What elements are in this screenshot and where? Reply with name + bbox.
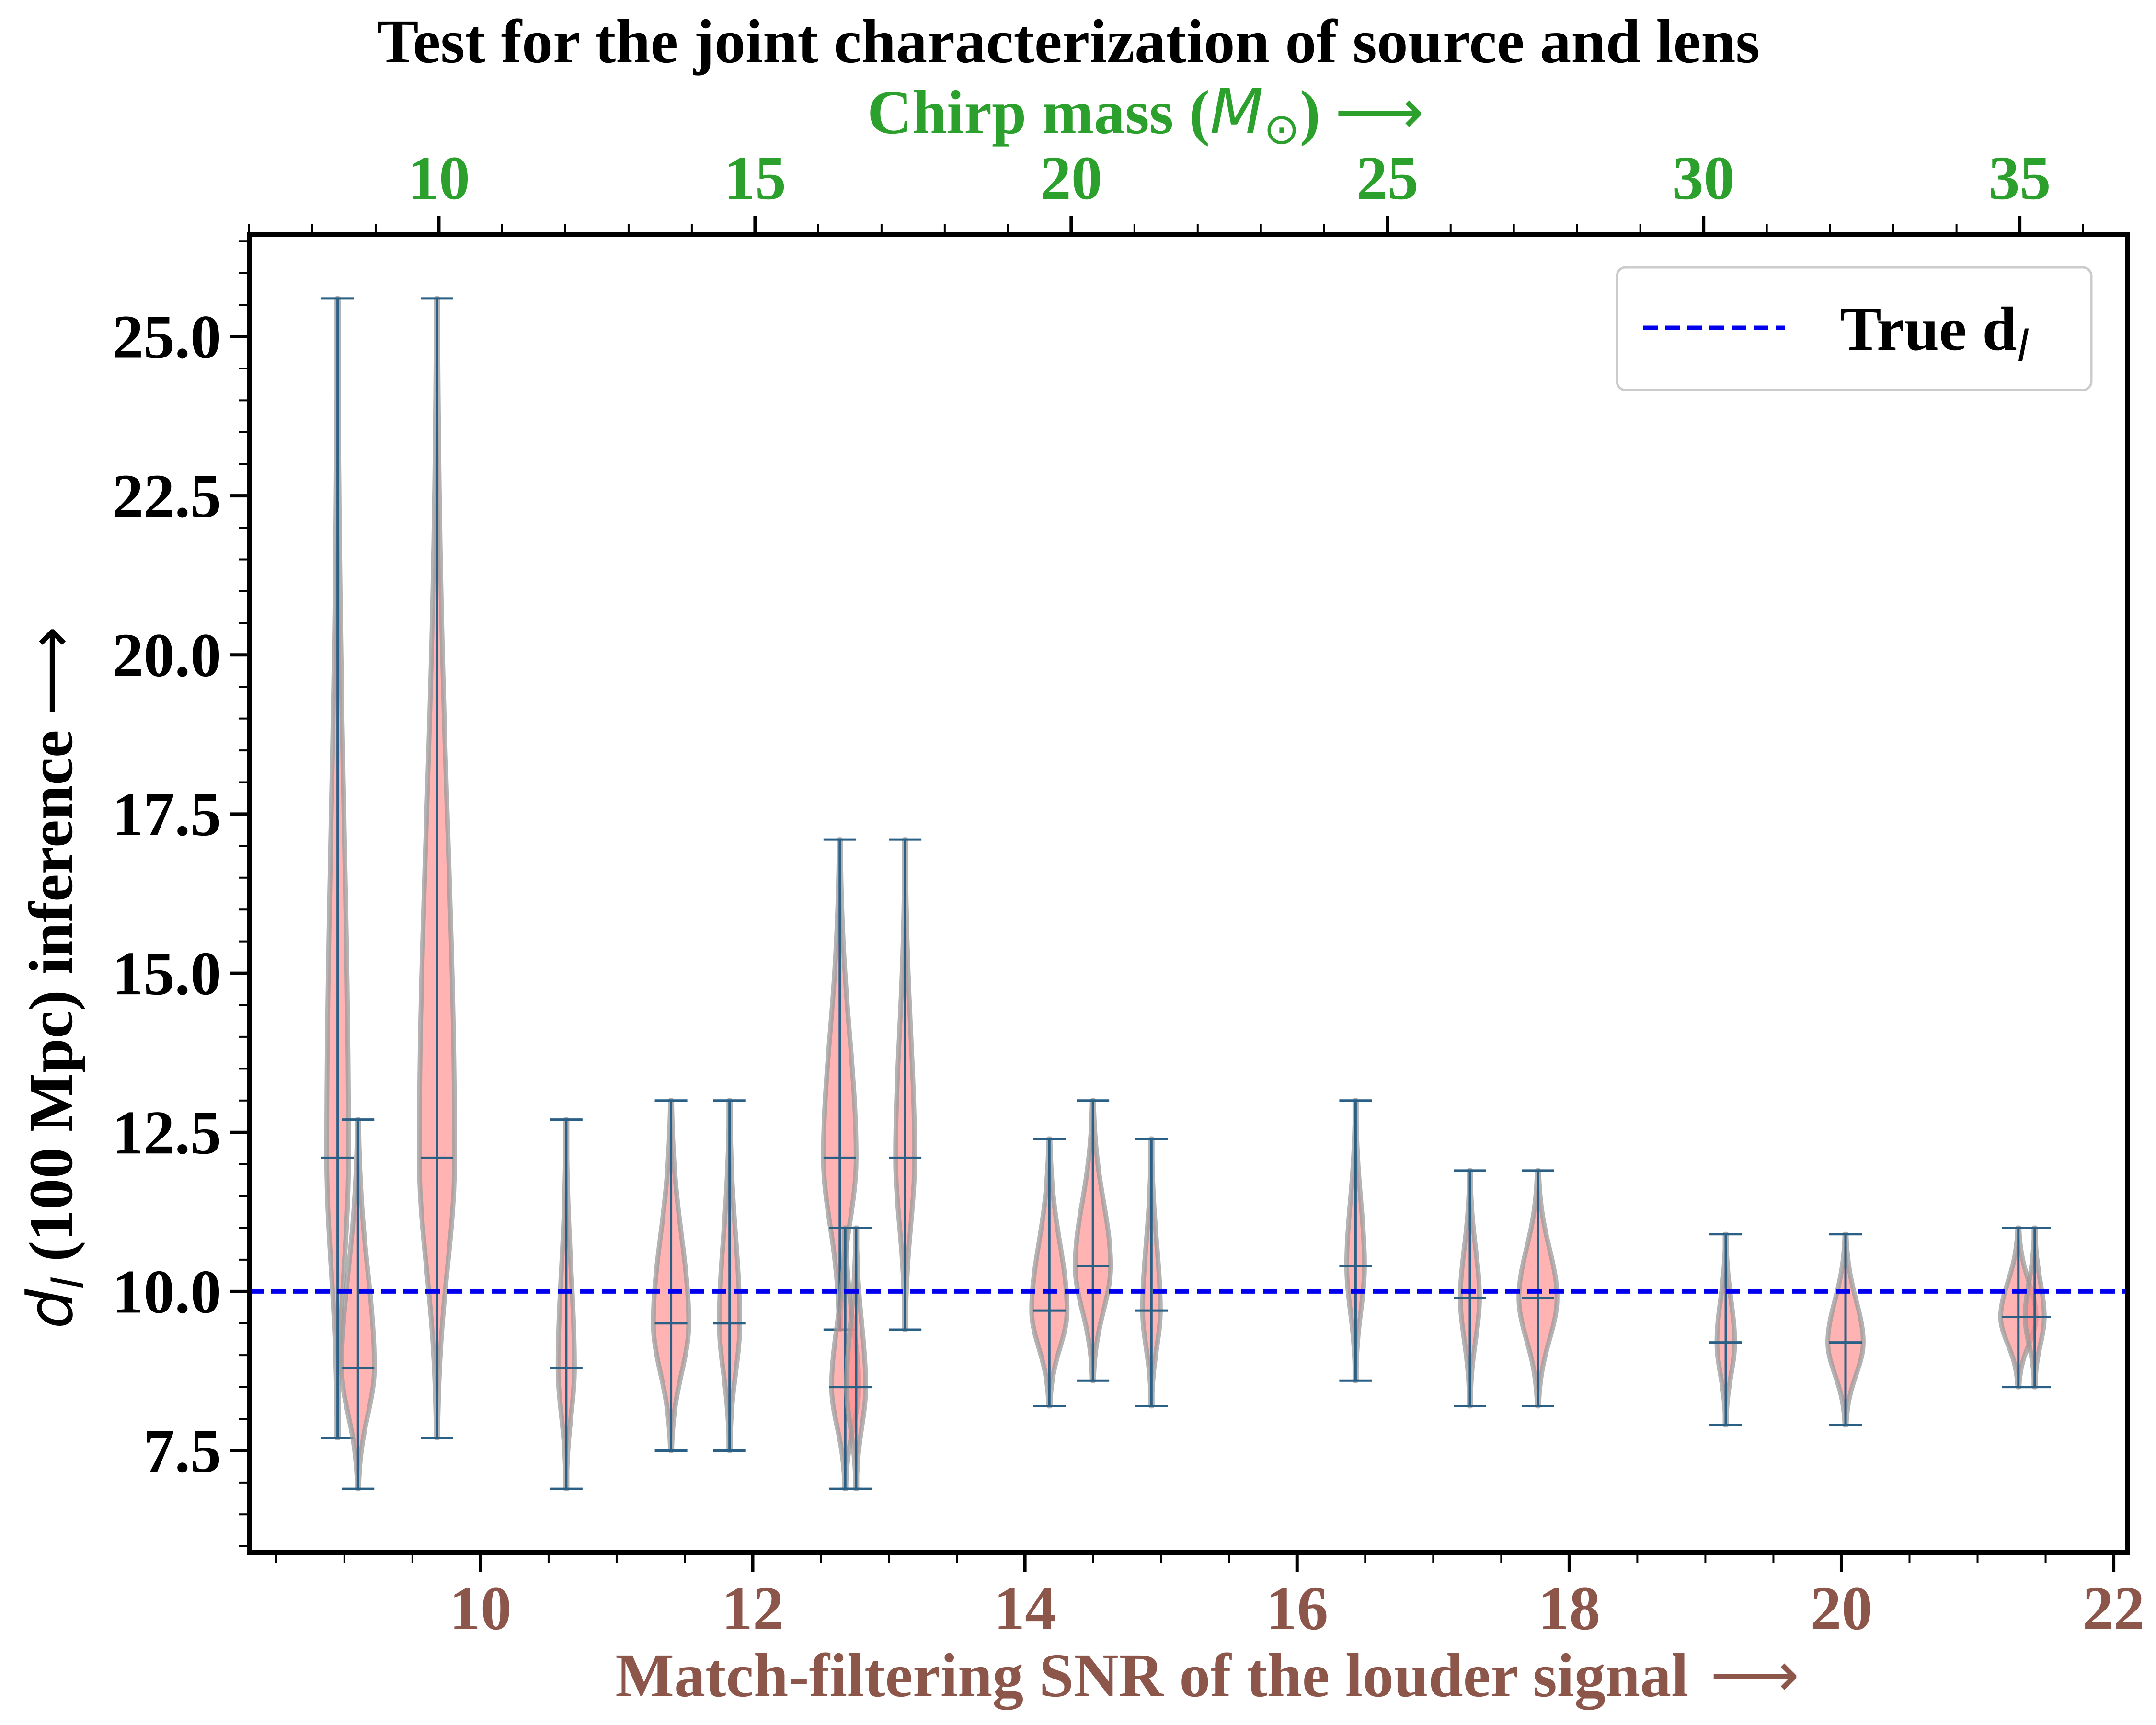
y-tick-label: 10.0 bbox=[113, 1257, 222, 1326]
y-axis-label-subscript: l bbox=[44, 1277, 94, 1289]
violin-4 bbox=[651, 1098, 691, 1453]
y-tick-label: 22.5 bbox=[113, 462, 222, 531]
x-axis-label-text: Match-filtering SNR of the louder signal bbox=[615, 1641, 1688, 1710]
top-tick-label: 20 bbox=[1040, 144, 1102, 213]
top-axis-label-close: ) bbox=[1300, 78, 1320, 147]
y-tick-label: 17.5 bbox=[113, 780, 222, 849]
legend: True dl bbox=[1616, 266, 2093, 391]
violin-9 bbox=[889, 837, 922, 1332]
chart-title: Test for the joint characterization of s… bbox=[377, 7, 1760, 76]
y-axis-label: dl (100 Mpc) inference ⟶ bbox=[14, 626, 94, 1329]
y-tick-label: 25.0 bbox=[113, 303, 222, 372]
x-tick-label: 16 bbox=[1266, 1574, 1328, 1643]
top-axis-label-text: Chirp mass ( bbox=[867, 78, 1210, 147]
y-axis-label-text: (100 Mpc) inference bbox=[17, 730, 86, 1277]
y-tick-label: 7.5 bbox=[144, 1416, 222, 1485]
violin-19 bbox=[2018, 1225, 2051, 1390]
violin-17 bbox=[1825, 1231, 1866, 1428]
violin-2 bbox=[417, 296, 457, 1440]
y-axis: 7.5 10.0 12.5 15.0 17.5 20.0 22.5 25.0 bbox=[113, 240, 249, 1547]
x-tick-label: 22 bbox=[2083, 1574, 2145, 1643]
violin-14 bbox=[1454, 1168, 1486, 1409]
y-tick-label: 20.0 bbox=[113, 621, 222, 690]
legend-label: True dl bbox=[1840, 295, 2029, 372]
violin-0 bbox=[321, 296, 354, 1440]
legend-label-subscript: l bbox=[2017, 322, 2029, 372]
plot-frame bbox=[247, 232, 2130, 1555]
legend-label-text: True d bbox=[1840, 295, 2017, 364]
bottom-x-axis: 10 12 14 16 18 20 22 bbox=[275, 1552, 2145, 1643]
x-tick-label: 20 bbox=[1810, 1574, 1872, 1643]
violin-11 bbox=[1073, 1098, 1113, 1383]
y-axis-label-arrow: ⟶ bbox=[14, 626, 87, 715]
top-tick-label: 15 bbox=[724, 144, 786, 213]
top-tick-label: 35 bbox=[1989, 144, 2051, 213]
x-tick-label: 18 bbox=[1538, 1574, 1600, 1643]
violin-8 bbox=[839, 1225, 872, 1492]
violin-15 bbox=[1516, 1168, 1560, 1409]
top-axis-label-subscript: ⊙ bbox=[1263, 104, 1299, 154]
violin-10 bbox=[1029, 1136, 1070, 1409]
x-axis-label-arrow: ⟶ bbox=[1710, 1638, 1799, 1711]
violin-3 bbox=[550, 1117, 583, 1492]
top-tick-label: 10 bbox=[408, 144, 470, 213]
violin-5 bbox=[713, 1098, 746, 1453]
y-tick-label: 15.0 bbox=[113, 939, 222, 1008]
x-tick-label: 12 bbox=[722, 1574, 784, 1643]
legend-box bbox=[1616, 266, 2093, 391]
top-x-axis-label: Chirp mass (M⊙) ⟶ bbox=[867, 75, 1424, 154]
violin-16 bbox=[1709, 1231, 1743, 1428]
top-axis-label-arrow: ⟶ bbox=[1335, 75, 1424, 148]
top-tick-label: 30 bbox=[1673, 144, 1735, 213]
x-tick-label: 14 bbox=[994, 1574, 1056, 1643]
top-x-axis: 10 15 20 25 30 35 bbox=[248, 144, 2084, 235]
y-axis-label-symbol: d bbox=[14, 1288, 87, 1329]
top-axis-label-symbol: M bbox=[1210, 75, 1263, 148]
x-axis-label: Match-filtering SNR of the louder signal… bbox=[615, 1638, 1799, 1711]
violins bbox=[321, 296, 2051, 1492]
violin-12 bbox=[1135, 1136, 1168, 1409]
y-tick-label: 12.5 bbox=[113, 1098, 222, 1167]
violin-1 bbox=[339, 1117, 377, 1492]
x-tick-label: 10 bbox=[449, 1574, 512, 1643]
top-tick-label: 25 bbox=[1356, 144, 1419, 213]
